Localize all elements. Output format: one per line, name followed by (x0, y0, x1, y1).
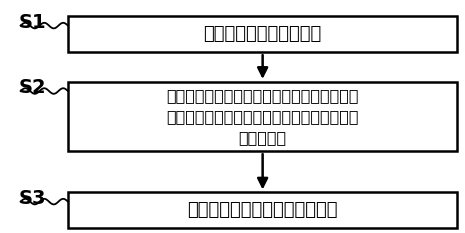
Text: 许可用量模块接收燃料耗用量信号，对燃料许
可用量做减值计算，然后发出显示当前燃料许
可用量指令: 许可用量模块接收燃料耗用量信号，对燃料许 可用量做减值计算，然后发出显示当前燃料… (166, 88, 359, 145)
Text: 减值单元计算燃料耗用量: 减值单元计算燃料耗用量 (204, 25, 322, 43)
Text: S2: S2 (18, 78, 46, 97)
Text: S1: S1 (18, 13, 46, 32)
Bar (68, 16, 458, 52)
Bar (68, 192, 458, 228)
Text: 显示单元显示当前燃料许可用量: 显示单元显示当前燃料许可用量 (187, 201, 338, 219)
Text: S3: S3 (18, 189, 46, 208)
Bar (68, 82, 458, 151)
